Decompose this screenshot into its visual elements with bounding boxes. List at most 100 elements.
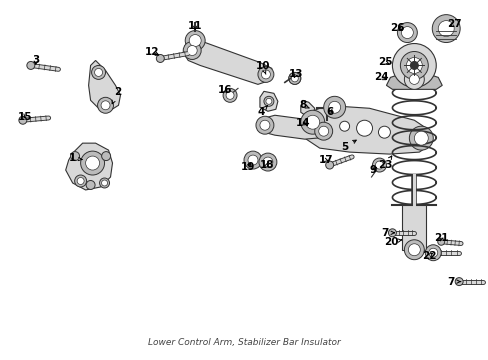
Circle shape <box>288 72 300 84</box>
Circle shape <box>258 67 273 82</box>
Circle shape <box>291 75 298 82</box>
Circle shape <box>102 180 107 186</box>
Circle shape <box>223 88 237 102</box>
Circle shape <box>187 45 197 55</box>
Text: 15: 15 <box>18 112 32 122</box>
Circle shape <box>437 21 453 37</box>
Circle shape <box>428 249 436 257</box>
Polygon shape <box>260 115 327 139</box>
Circle shape <box>408 126 432 150</box>
Circle shape <box>260 120 269 130</box>
Circle shape <box>185 31 205 50</box>
Circle shape <box>183 41 201 59</box>
Circle shape <box>372 158 386 172</box>
Text: 4: 4 <box>257 106 267 117</box>
Circle shape <box>98 97 113 113</box>
Circle shape <box>431 15 459 42</box>
Circle shape <box>19 116 27 124</box>
Circle shape <box>409 62 417 69</box>
Text: 16: 16 <box>217 85 232 95</box>
Circle shape <box>397 23 416 42</box>
Circle shape <box>86 180 95 189</box>
Text: 11: 11 <box>187 21 202 31</box>
Polygon shape <box>183 41 271 84</box>
Circle shape <box>356 120 372 136</box>
Text: 27: 27 <box>446 19 461 28</box>
Text: 7: 7 <box>447 276 460 287</box>
Text: 10: 10 <box>255 62 270 74</box>
Circle shape <box>265 98 271 104</box>
Text: 12: 12 <box>145 48 159 58</box>
Circle shape <box>404 240 424 260</box>
Text: 1: 1 <box>69 153 82 163</box>
Circle shape <box>407 244 420 256</box>
Text: 2: 2 <box>112 87 121 104</box>
Circle shape <box>244 151 262 169</box>
Text: 5: 5 <box>340 140 356 152</box>
Circle shape <box>339 121 349 131</box>
Text: 18: 18 <box>259 160 274 170</box>
Text: Lower Control Arm, Stabilizer Bar Insulator: Lower Control Arm, Stabilizer Bar Insula… <box>147 338 340 347</box>
Text: 26: 26 <box>389 23 404 33</box>
Polygon shape <box>88 60 120 110</box>
Circle shape <box>264 96 273 106</box>
Circle shape <box>378 126 389 138</box>
Circle shape <box>375 161 383 169</box>
Text: 23: 23 <box>377 156 392 170</box>
Circle shape <box>408 75 419 84</box>
Circle shape <box>328 101 340 113</box>
Text: 9: 9 <box>369 165 376 175</box>
Text: 21: 21 <box>433 233 447 243</box>
Circle shape <box>300 110 324 134</box>
Circle shape <box>91 66 105 80</box>
Circle shape <box>323 96 345 118</box>
Circle shape <box>305 115 319 129</box>
Polygon shape <box>300 100 314 116</box>
Text: 8: 8 <box>299 100 308 110</box>
Text: 13: 13 <box>288 69 303 80</box>
Text: 25: 25 <box>377 58 392 67</box>
Circle shape <box>70 152 80 161</box>
Circle shape <box>247 155 258 165</box>
Text: 6: 6 <box>325 107 333 117</box>
Circle shape <box>225 91 234 99</box>
Polygon shape <box>402 205 426 250</box>
Circle shape <box>401 27 412 39</box>
Text: 14: 14 <box>295 118 309 128</box>
Circle shape <box>85 156 100 170</box>
Text: 7: 7 <box>380 228 393 238</box>
Circle shape <box>392 44 435 87</box>
Circle shape <box>102 152 110 161</box>
Circle shape <box>263 157 272 167</box>
Circle shape <box>27 62 35 69</box>
Text: 17: 17 <box>318 155 332 165</box>
Circle shape <box>94 68 102 76</box>
Polygon shape <box>65 143 112 190</box>
Circle shape <box>437 238 444 245</box>
Circle shape <box>400 51 427 80</box>
Circle shape <box>318 126 328 136</box>
Text: 24: 24 <box>373 72 388 82</box>
Circle shape <box>387 229 396 237</box>
Circle shape <box>75 175 86 187</box>
Polygon shape <box>304 106 430 154</box>
Circle shape <box>261 70 270 79</box>
Polygon shape <box>386 73 441 89</box>
Polygon shape <box>260 91 277 111</box>
Circle shape <box>454 278 462 285</box>
Circle shape <box>314 122 332 140</box>
Circle shape <box>100 178 109 188</box>
Text: 20: 20 <box>384 237 401 247</box>
Circle shape <box>325 161 333 169</box>
Text: 19: 19 <box>240 162 255 172</box>
Circle shape <box>425 245 440 261</box>
Circle shape <box>406 58 422 73</box>
Circle shape <box>428 248 437 257</box>
Circle shape <box>81 151 104 175</box>
Circle shape <box>288 72 300 84</box>
Circle shape <box>259 153 276 171</box>
Circle shape <box>189 35 201 46</box>
Circle shape <box>101 101 110 110</box>
Circle shape <box>156 54 164 62</box>
Circle shape <box>404 69 424 89</box>
